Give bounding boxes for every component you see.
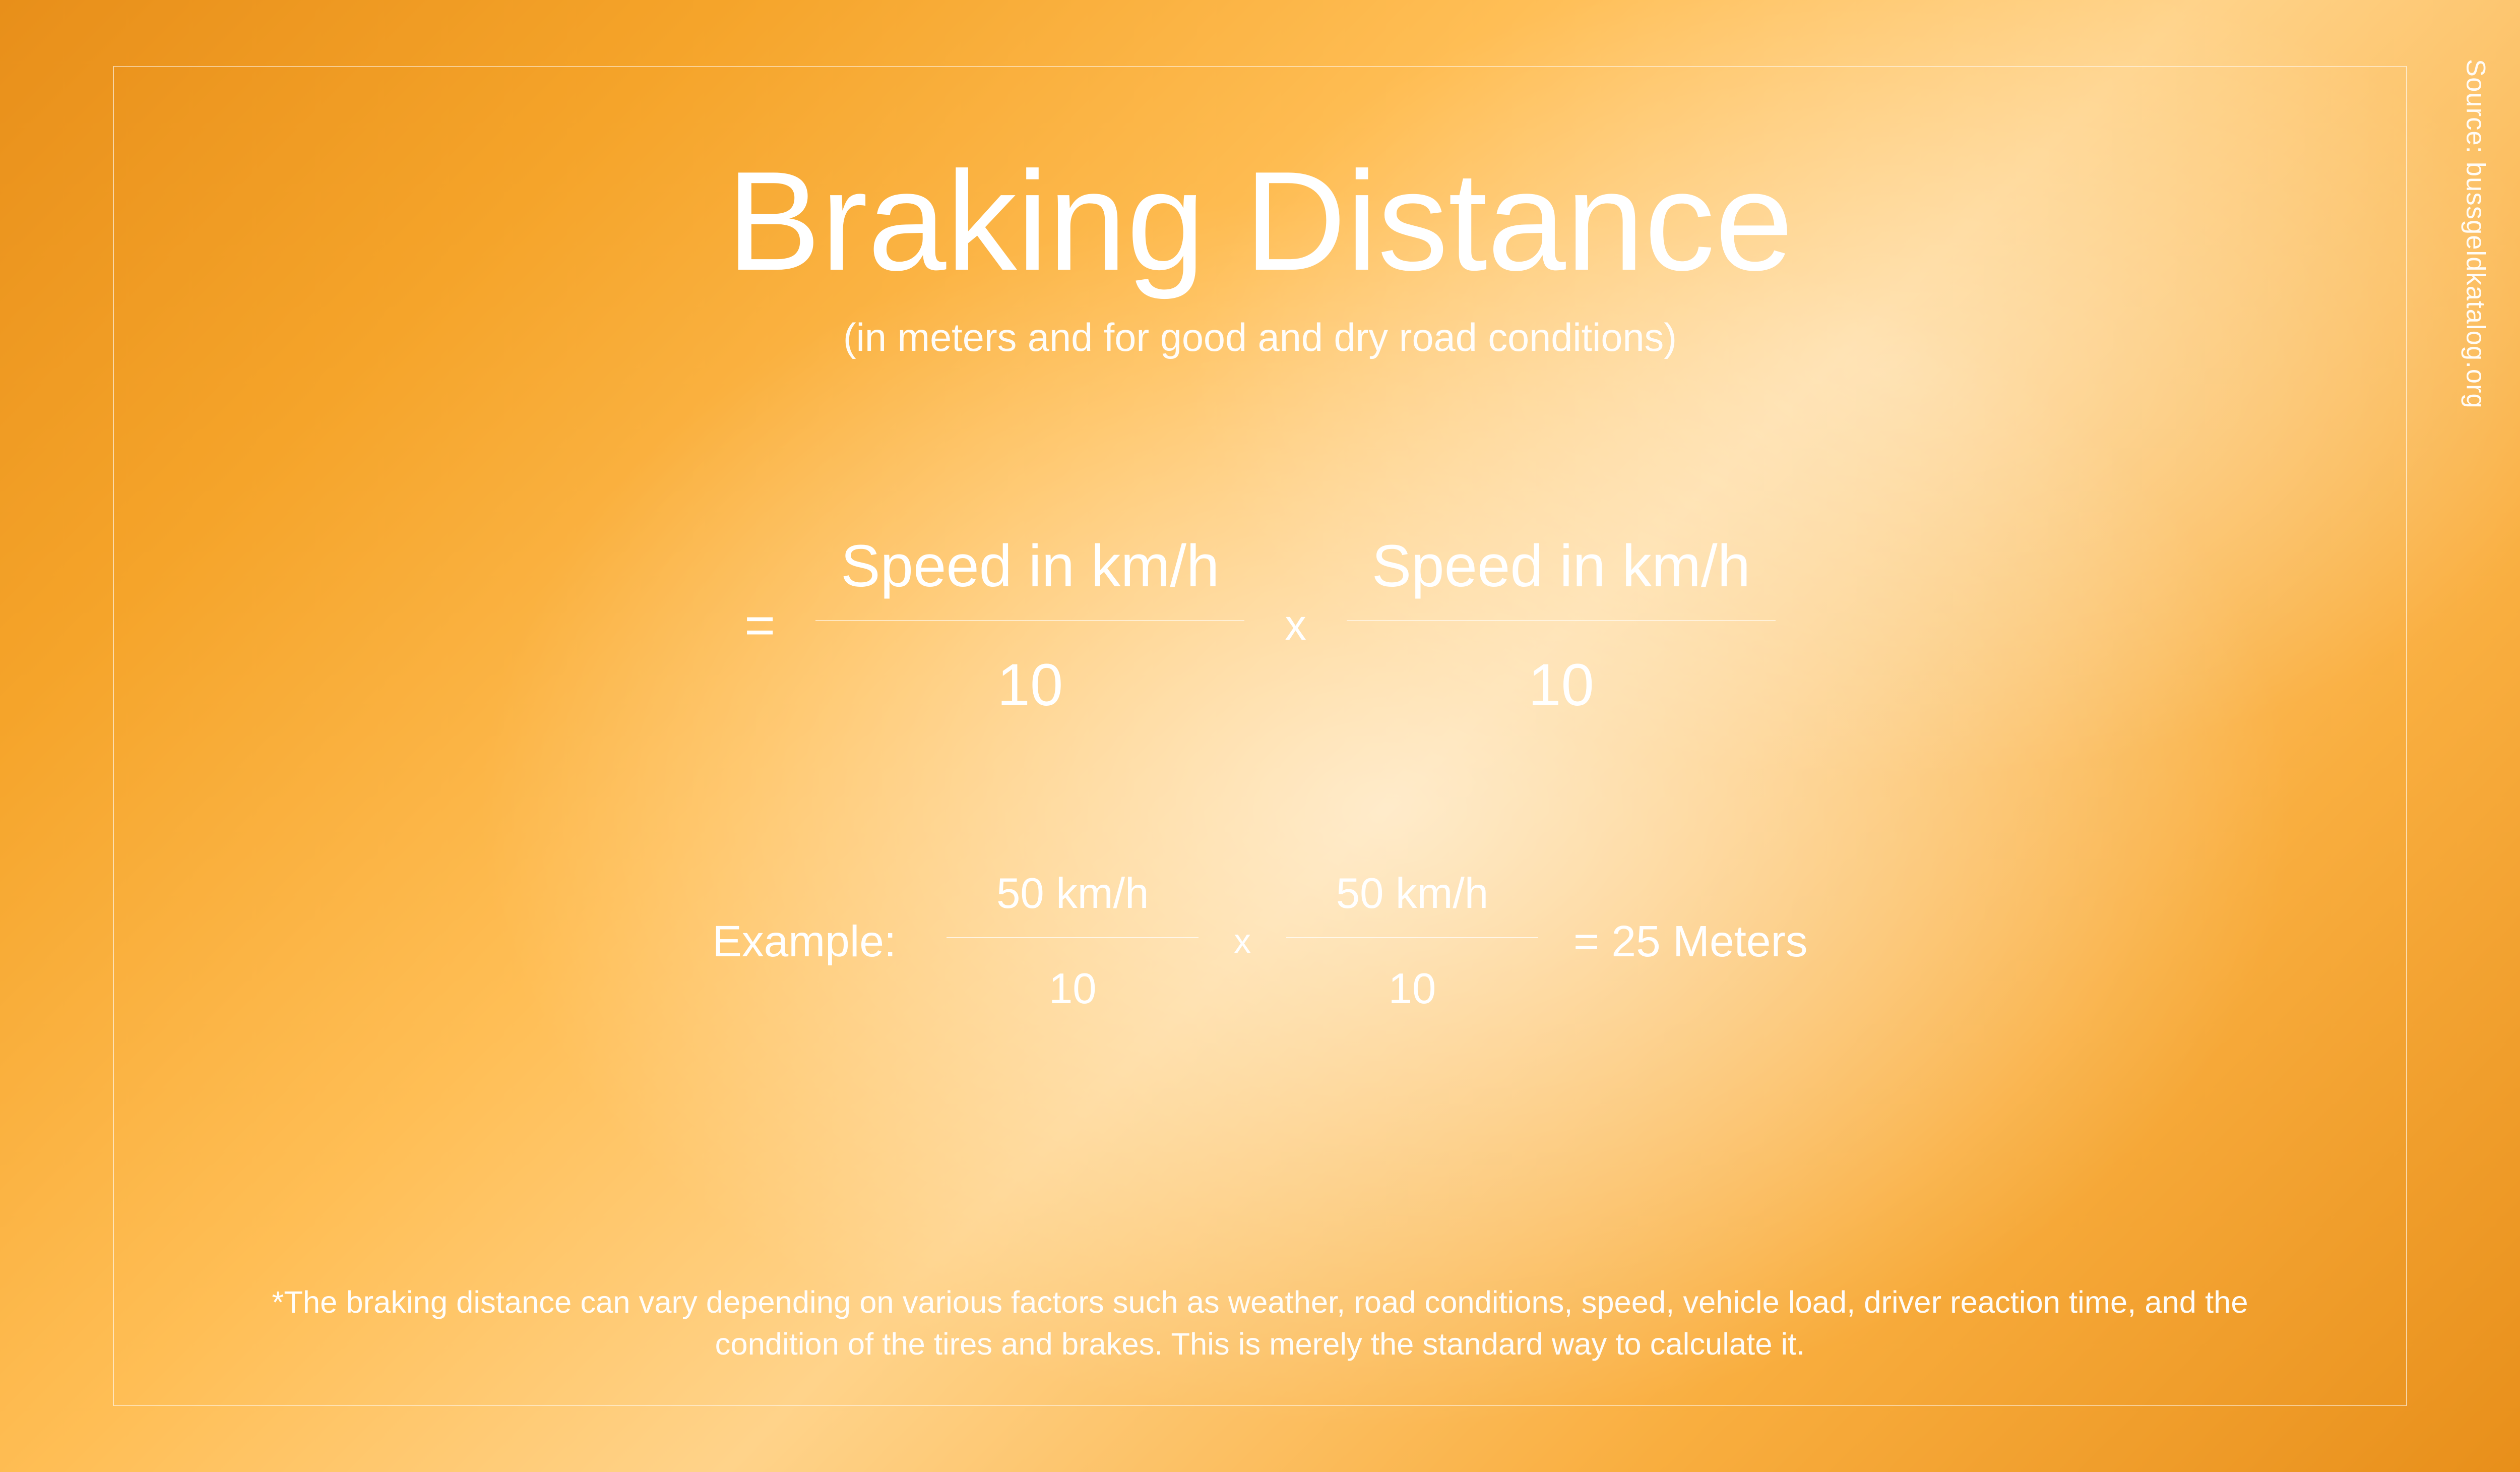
fraction-bar	[947, 937, 1199, 938]
multiply-sign: x	[1285, 601, 1306, 650]
example-label: Example:	[713, 916, 897, 967]
example-term-2-numerator: 50 km/h	[1313, 860, 1511, 927]
formula-term-1-numerator: Speed in km/h	[815, 524, 1244, 607]
page-title: Braking Distance	[727, 147, 1794, 295]
formula-term-2: Speed in km/h 10	[1347, 524, 1776, 726]
example-term-1-denominator: 10	[1026, 955, 1119, 1022]
fraction-bar	[815, 620, 1244, 621]
formula-term-1-denominator: 10	[972, 643, 1088, 726]
multiply-sign: x	[1234, 922, 1251, 961]
source-attribution: Source: bussgeldkatalog.org	[2461, 59, 2491, 409]
example-term-2: 50 km/h 10	[1286, 860, 1538, 1022]
formula-term-2-denominator: 10	[1503, 643, 1619, 726]
formula-term-1: Speed in km/h 10	[815, 524, 1244, 726]
fraction-bar	[1347, 620, 1776, 621]
example-result: = 25 Meters	[1573, 916, 1807, 967]
equals-sign: =	[744, 595, 775, 656]
page-subtitle: (in meters and for good and dry road con…	[843, 316, 1677, 360]
example: Example: 50 km/h 10 x 50 km/h 10 = 25 Me…	[713, 860, 1808, 1022]
fraction-bar	[1286, 937, 1538, 938]
formula-term-2-numerator: Speed in km/h	[1347, 524, 1776, 607]
example-term-1: 50 km/h 10	[947, 860, 1199, 1022]
formula: = Speed in km/h 10 x Speed in km/h 10	[744, 524, 1776, 726]
example-term-2-denominator: 10	[1366, 955, 1459, 1022]
footnote: *The braking distance can vary depending…	[251, 1281, 2269, 1365]
content-frame: Braking Distance (in meters and for good…	[113, 66, 2407, 1405]
example-term-1-numerator: 50 km/h	[974, 860, 1171, 927]
slide: Source: bussgeldkatalog.org Braking Dist…	[0, 0, 2520, 1472]
